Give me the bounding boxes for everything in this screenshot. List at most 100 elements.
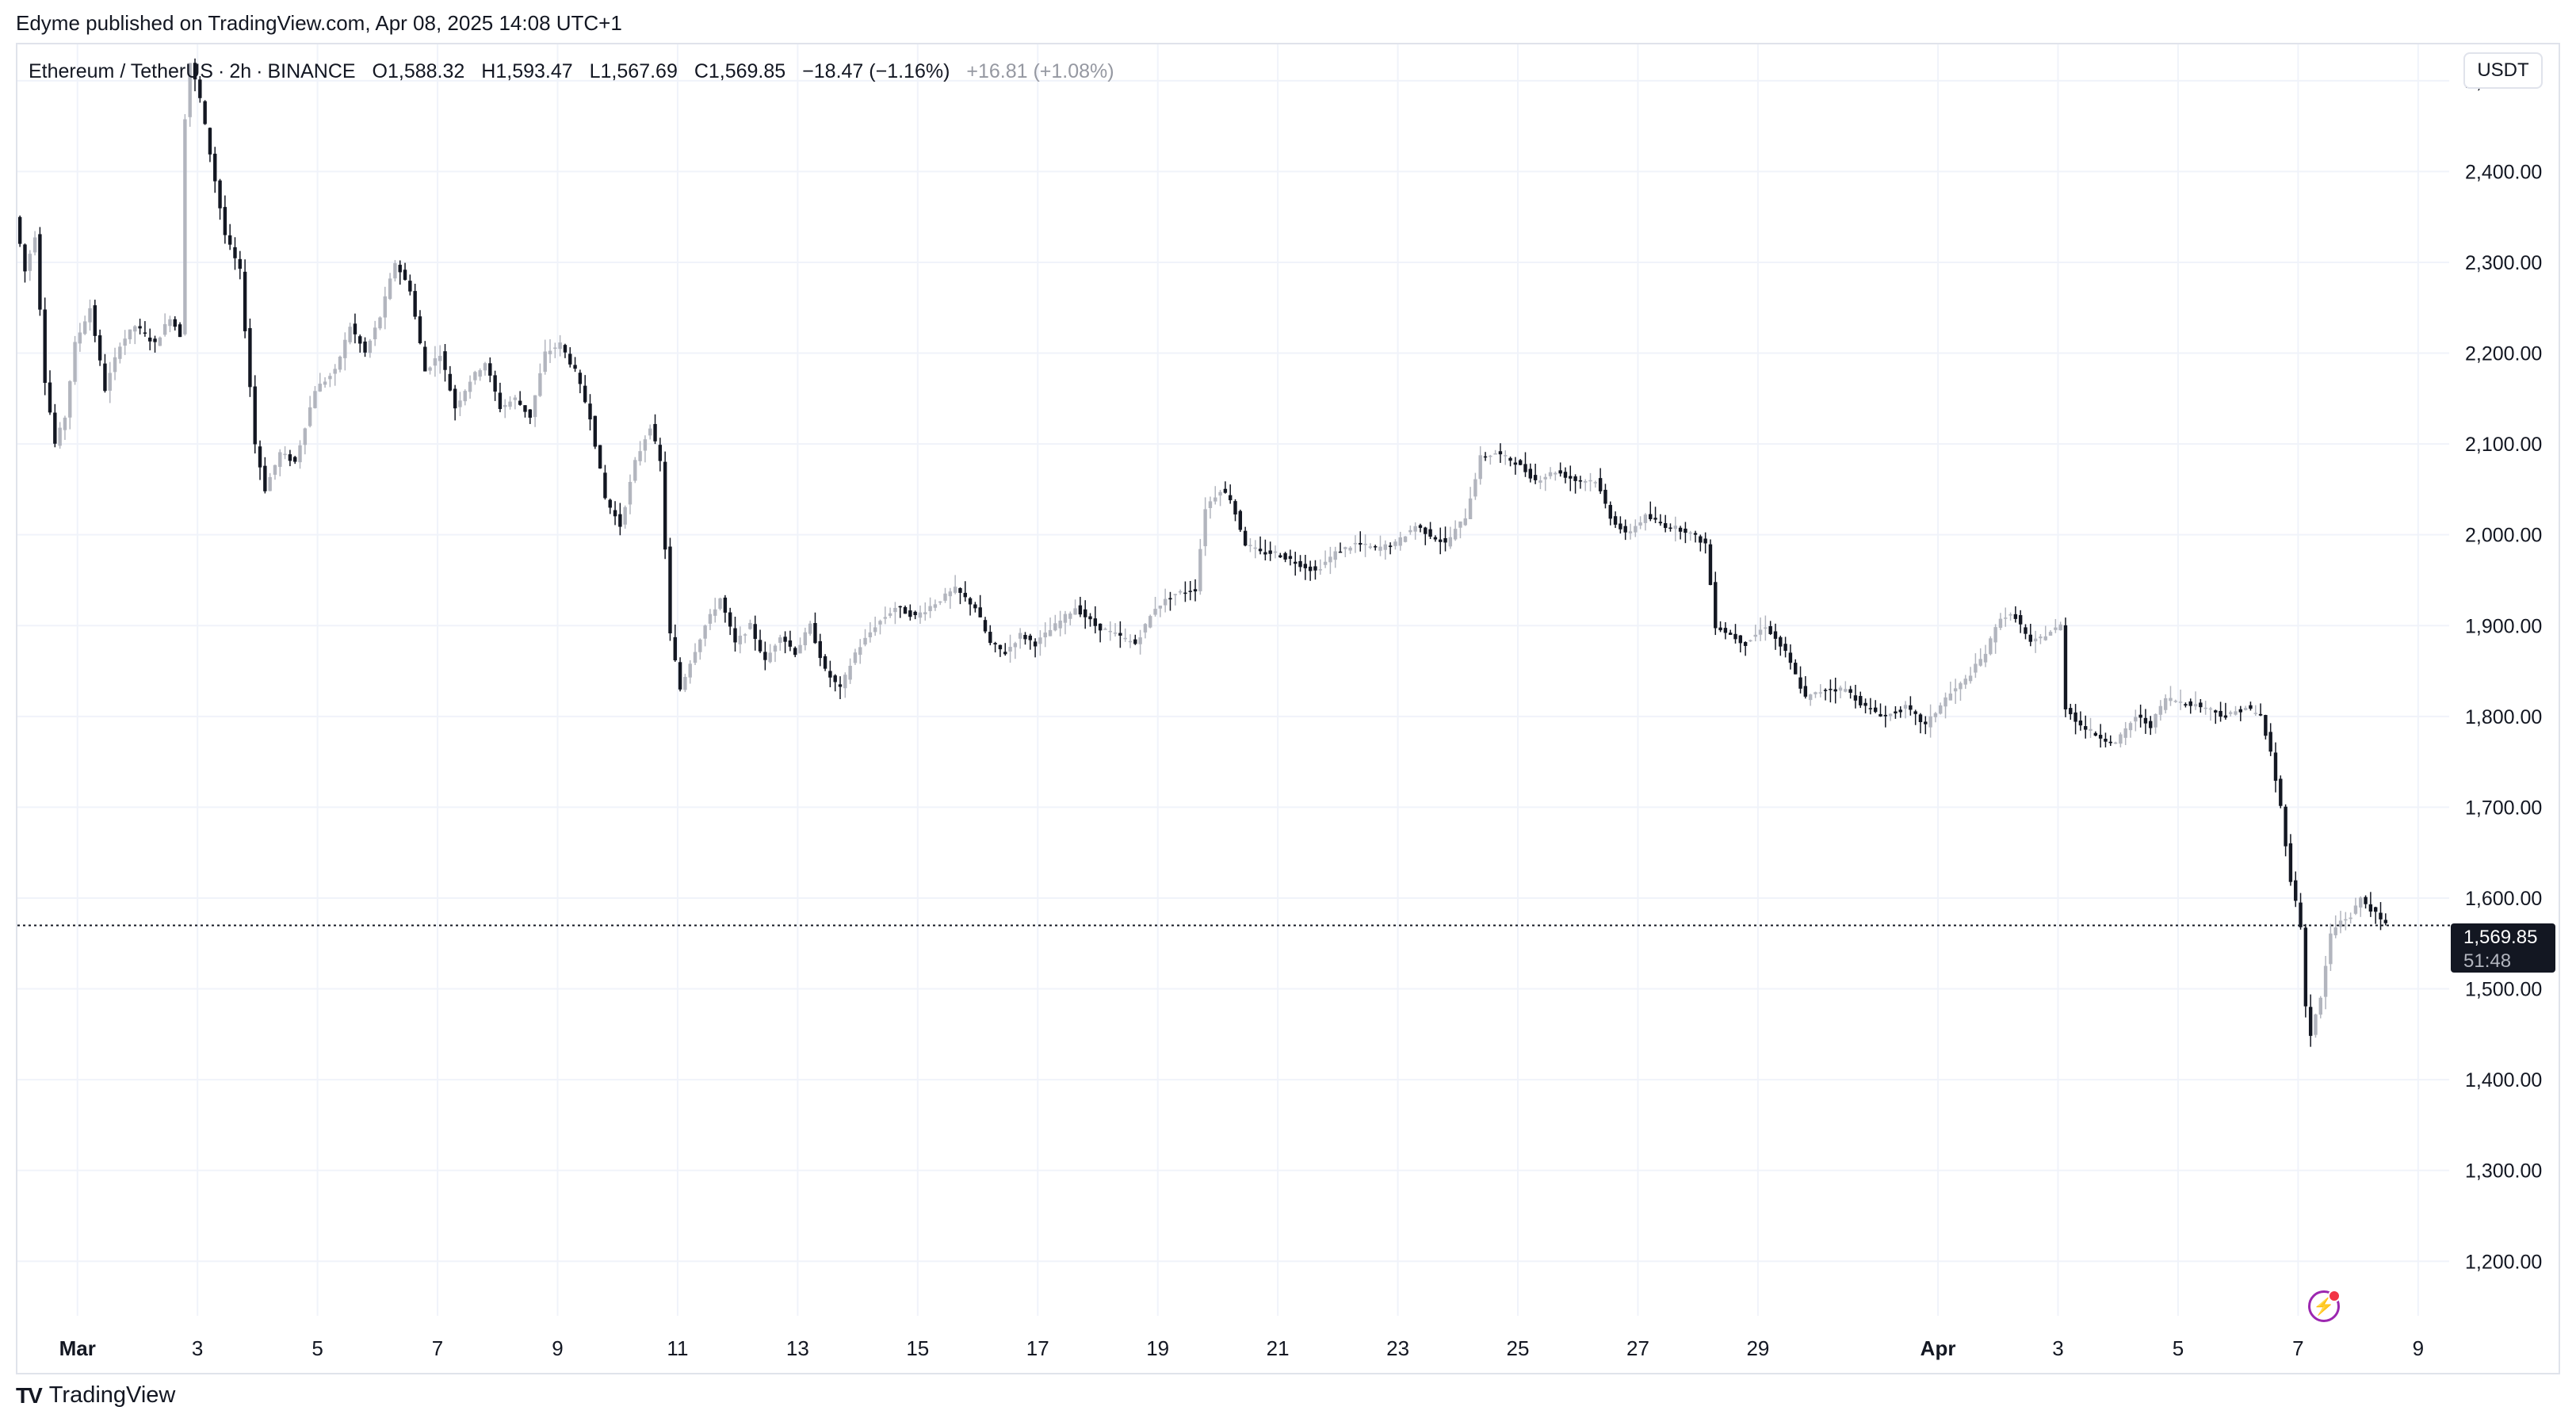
candle-body [633,460,637,481]
tradingview-brand[interactable]: TV TradingView [16,1382,175,1409]
candle-body [1853,695,1858,701]
candle-body [1378,546,1382,551]
candle-body [248,327,252,388]
time-tick-label: 29 [1746,1336,1769,1360]
symbol-legend[interactable]: Ethereum / TetherUS · 2h · BINANCE O1,588.32… [29,60,1114,82]
candle-body [78,332,82,344]
candle-body [1208,501,1213,508]
candle-body [1048,629,1053,636]
candle-body [888,613,892,616]
candle-body [1933,713,1938,717]
candle-body [1063,614,1068,623]
candle-body [68,380,72,418]
exchange: BINANCE [267,60,356,82]
candle-body [2169,698,2173,701]
candle-body [2078,721,2083,726]
candle-body [123,338,127,346]
candle-body [2108,741,2112,743]
candle-body [883,617,888,619]
candle-body [2089,728,2093,731]
candle-body [2258,713,2263,716]
candle-body [203,101,207,124]
candle-body [1443,537,1447,543]
candle-body [1823,690,1828,691]
candle-body [43,309,47,384]
candle-body [1873,707,1878,713]
price-tick-label: 1,400.00 [2465,1069,2542,1091]
candle-body [128,329,132,340]
price-axis: 2,500.002,400.002,300.002,200.002,100.00… [2465,71,2542,1273]
candle-body [1573,476,1577,481]
currency-selector[interactable]: USDT [2463,52,2543,89]
time-tick-label: Apr [1921,1336,1956,1360]
symbol-name[interactable]: Ethereum / TetherUS [29,60,213,82]
candle-body [73,342,77,382]
candle-body [348,327,352,342]
candle-body [508,401,512,407]
candle-body [1223,488,1228,493]
lightning-icon[interactable]: ⚡ [2308,1290,2341,1322]
brand-name: TradingView [48,1382,176,1408]
candle-body [1278,555,1282,558]
time-tick-label: 21 [1267,1336,1290,1360]
candle-body [698,639,702,652]
candle-body [2264,715,2268,736]
candle-body [2184,704,2188,706]
high-value: 1,593.47 [495,60,573,82]
candle-body [638,451,642,461]
price-tick-label: 2,200.00 [2465,343,2542,365]
candle-body [1018,633,1022,639]
candle-body [2018,615,2023,625]
candle-body [1283,552,1287,560]
candle-body [933,604,938,608]
candle-body [1608,505,1612,519]
candle-body [2163,698,2168,710]
candle-body [593,415,598,447]
candle-body [863,637,867,645]
candle-body [1338,551,1343,553]
candle-body [368,340,373,354]
candle-body [2004,617,2008,619]
time-tick-label: 13 [786,1336,809,1360]
candle-body [1794,663,1798,675]
candle-body [1708,544,1713,586]
chart-frame[interactable] [16,43,2560,1374]
candle-body [1058,620,1062,629]
time-tick-label: 7 [432,1336,443,1360]
candle-body [1838,687,1843,691]
candle-body [2084,726,2088,730]
candle-body [1333,551,1337,560]
candle-body [1218,491,1222,496]
candle-body [1583,480,1588,483]
last-price-tag: 1,569.85 51:48 [2451,923,2555,973]
candle-body [58,427,62,446]
high-label: H [481,60,496,82]
candle-body [1968,675,1973,682]
candle-body [238,258,243,269]
candle-body [1863,702,1867,706]
candle-body [958,587,962,593]
candle-body [1924,721,1928,724]
candle-body [603,472,607,499]
candle-body [1313,566,1317,571]
candle-body [663,461,667,550]
candle-body [2383,919,2388,923]
candle-body [418,316,422,343]
candle-body [1023,634,1027,640]
candle-body [2219,710,2222,717]
candle-body [2149,721,2153,728]
candle-body [2093,732,2098,736]
candle-body [1348,547,1352,551]
candle-body [2353,905,2358,914]
interval[interactable]: 2h [229,60,252,82]
candle-body [183,119,187,334]
candle-body [1543,476,1547,480]
candle-body [188,63,192,117]
candle-body [1619,523,1622,529]
candle-body [373,327,377,340]
candle-body [1478,455,1482,480]
candle-body [463,391,467,402]
candle-body [733,628,737,643]
time-tick-label: 7 [2292,1336,2303,1360]
